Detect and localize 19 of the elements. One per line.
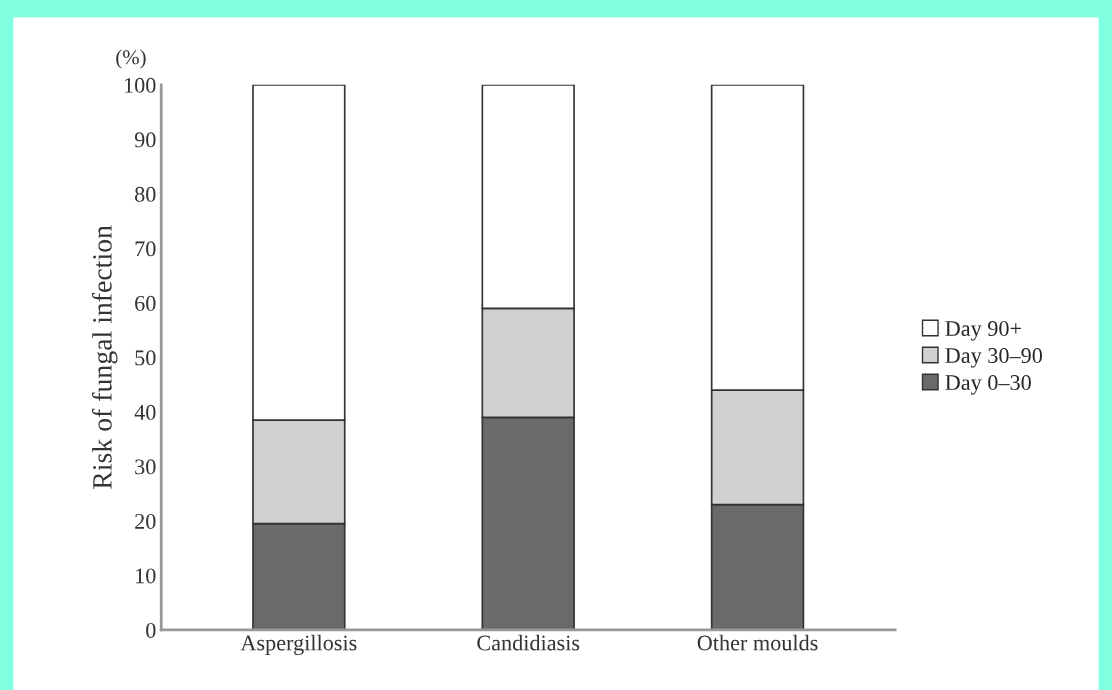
y-tick-label: 50 — [135, 350, 156, 366]
y-tick-label: 80 — [135, 186, 156, 202]
x-tick-label: Aspergillosis — [240, 634, 357, 656]
legend-label: Day 0–30 — [945, 375, 1031, 395]
y-tick-label: 10 — [136, 568, 156, 584]
text: (%) — [116, 49, 146, 69]
y-tick-label: 30 — [135, 459, 156, 475]
y-tick-label: 60 — [135, 295, 156, 311]
legend-label: Day 90+ — [945, 321, 1021, 341]
x-tick-label: Candidiasis — [477, 634, 580, 651]
y-tick-label: 40 — [134, 404, 156, 420]
y-tick-label: 100 — [125, 77, 156, 93]
legend-label: Day 30–90 — [945, 348, 1043, 368]
y-axis-title: Risk of fungal infection — [91, 225, 118, 489]
y-tick-label: 70 — [135, 241, 156, 257]
x-tick-label: Other moulds — [697, 634, 818, 651]
y-tick-label: 20 — [135, 513, 156, 529]
y-tick-label: 0 — [146, 622, 156, 638]
y-tick-label: 90 — [134, 132, 156, 148]
